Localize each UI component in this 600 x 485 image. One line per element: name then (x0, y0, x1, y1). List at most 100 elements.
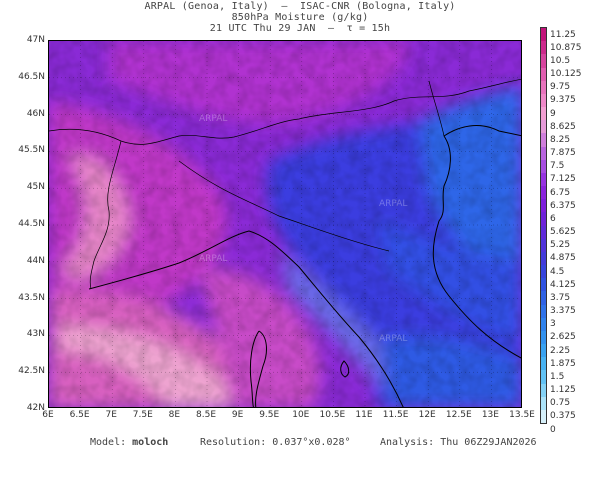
colorbar-segment (541, 278, 546, 292)
lon-label: 9E (231, 410, 244, 420)
graticule (49, 41, 521, 407)
watermark-3: ARPAL (199, 254, 227, 264)
lon-label: 13E (481, 410, 499, 420)
lat-label: 43N (26, 329, 45, 340)
lat-label: 45N (26, 182, 45, 193)
colorbar-segment (541, 357, 546, 371)
colorbar-label: 7.125 (550, 174, 576, 185)
lon-label: 12E (418, 410, 436, 420)
lon-label: 10E (292, 410, 310, 420)
colorbar-label: 10.875 (550, 42, 582, 53)
field-texture (49, 41, 521, 407)
lat-label: 45.5N (18, 145, 45, 156)
colorbar-segment (541, 199, 546, 213)
lat-label: 42.5N (18, 366, 45, 377)
colorbar-label: 4.5 (550, 266, 565, 277)
model-info: Model: moloch (90, 437, 168, 449)
colorbar-label: 9.75 (550, 82, 571, 93)
lat-label: 47N (26, 35, 45, 45)
coast-northern-adriatic (443, 125, 521, 137)
model-label: Model: (90, 437, 127, 448)
colorbar-label: 10.125 (550, 69, 582, 80)
border-regional (178, 160, 390, 252)
colorbar-label: 8.625 (550, 121, 576, 132)
colorbar-segment (541, 28, 546, 42)
colorbar-label: 2.25 (550, 345, 571, 356)
colorbar-segment (541, 212, 546, 226)
resolution-value: 0.037°x0.028° (272, 437, 351, 448)
colorbar-segment (541, 251, 546, 266)
colorbar-label: 1.875 (550, 358, 576, 369)
analysis-label: Analysis: (380, 437, 435, 448)
colorbar (540, 27, 547, 424)
colorbar-label: 6.75 (550, 187, 571, 198)
lon-label: 11E (355, 410, 373, 420)
coastlines (88, 125, 521, 407)
colorbar-label: 0.75 (550, 398, 571, 409)
colorbar-label: 4.125 (550, 279, 576, 290)
resolution-label: Resolution: (200, 437, 267, 448)
colorbar-label: 1.5 (550, 371, 565, 382)
lat-label: 46.5N (18, 71, 45, 82)
colorbar-segment (541, 80, 546, 95)
colorbar-label: 6 (550, 213, 556, 224)
colorbar-segment (541, 41, 546, 55)
colorbar-label: 2.625 (550, 332, 576, 343)
lon-label: 6E (42, 410, 54, 420)
colorbar-label: 6.375 (550, 200, 576, 211)
border-alpine (49, 78, 521, 145)
colorbar-segment (541, 133, 546, 147)
lon-label: 8E (168, 410, 181, 420)
resolution-info: Resolution: 0.037°x0.028° (200, 437, 351, 449)
coast-corsica (255, 330, 267, 407)
colorbar-segment (541, 225, 546, 240)
lat-label: 46N (26, 108, 45, 119)
colorbar-segment (541, 344, 546, 358)
coast-elba (340, 360, 350, 378)
colorbar-label: 0 (550, 424, 556, 435)
colorbar-segment (541, 172, 546, 187)
borders (49, 78, 521, 290)
lon-label: 11.5E (382, 410, 409, 420)
colorbar-segment (541, 317, 546, 332)
colorbar-label: 3.375 (550, 306, 576, 317)
lon-label: 7E (105, 410, 117, 420)
colorbar-segment (541, 383, 546, 398)
analysis-info: Analysis: Thu 06Z29JAN2026 (380, 437, 537, 449)
lon-label: 10.5E (319, 410, 346, 420)
lon-label: 8.5E (196, 410, 216, 420)
lon-label: 9.5E (259, 410, 280, 420)
colorbar-segment (541, 238, 546, 253)
border-france-italy (89, 140, 122, 290)
lon-label: 12.5E (445, 410, 472, 420)
colorbar-segment (541, 265, 546, 279)
colorbar-label: 5.625 (550, 227, 576, 238)
coast-ligurian-tyrrhenian (88, 230, 404, 407)
lat-label: 42N (26, 403, 45, 413)
colorbar-segment (541, 146, 546, 161)
lon-label: 6.5E (69, 410, 90, 420)
colorbar-segment (541, 54, 546, 68)
colorbar-segment (541, 159, 546, 174)
watermarks: ARPAL ARPAL ARPAL ARPAL (199, 114, 407, 344)
lat-label: 43.5N (18, 292, 45, 303)
colorbar-label: 11.25 (550, 29, 576, 40)
colorbar-label: 9 (550, 108, 556, 119)
colorbar-label: 1.125 (550, 385, 576, 396)
watermark-4: ARPAL (379, 334, 407, 344)
header-variable: 850hPa Moisture (g/kg) (231, 12, 369, 23)
colorbar-label: 8.25 (550, 134, 571, 145)
colorbar-label: 10.5 (550, 55, 571, 66)
moisture-map: ARPAL ARPAL ARPAL ARPAL (48, 40, 522, 408)
watermark-1: ARPAL (199, 114, 227, 124)
colorbar-segment (541, 186, 546, 200)
model-value: moloch (132, 437, 169, 448)
coast-corsica-west (249, 330, 260, 407)
colorbar-label: 0.375 (550, 411, 576, 422)
colorbar-label: 9.375 (550, 95, 576, 106)
colorbar-label: 4.875 (550, 253, 576, 264)
colorbar-label: 3 (550, 319, 556, 330)
colorbar-segment (541, 107, 546, 121)
colorbar-segment (541, 396, 546, 411)
lat-label: 44N (26, 255, 45, 266)
